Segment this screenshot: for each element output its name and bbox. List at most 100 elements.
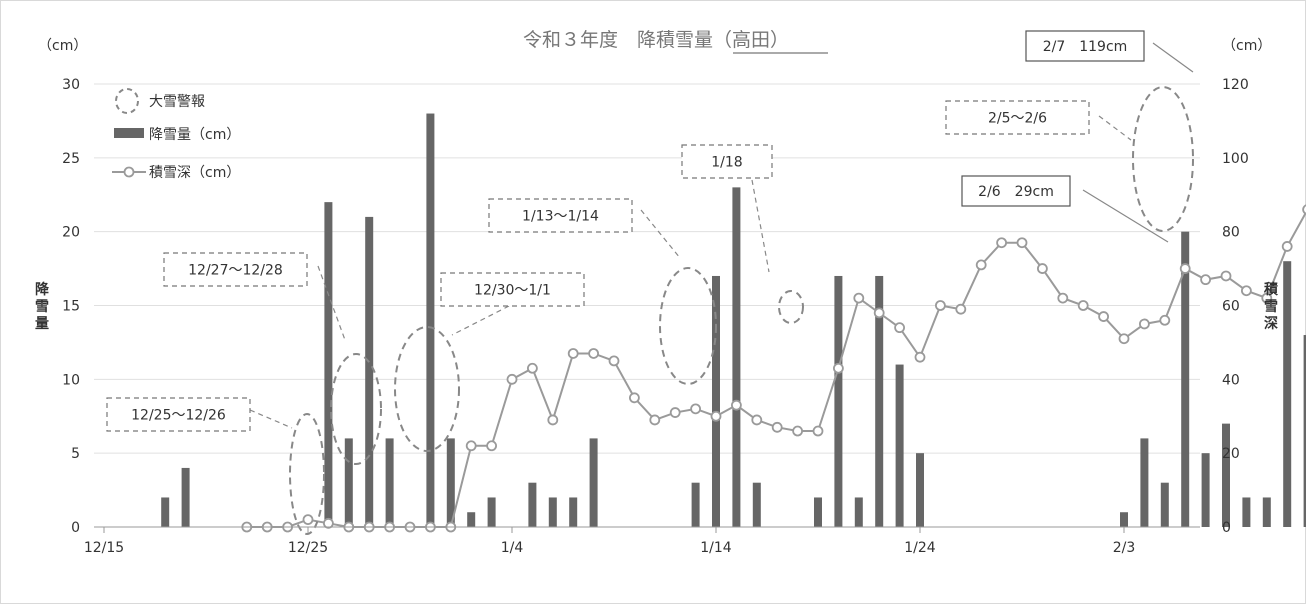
legend-warning-label: 大雪警報 (149, 94, 205, 110)
snowfall-bar (916, 453, 924, 527)
x-tick-label: 2/3 (1113, 540, 1136, 556)
snowfall-bar (1181, 231, 1190, 527)
annotation-box (106, 397, 251, 432)
snowfall-bar (426, 113, 435, 528)
snowfall-bar (569, 497, 578, 527)
snow-depth-point (588, 348, 599, 359)
x-tick-label: 1/4 (501, 540, 524, 556)
y-left-tick-label: 5 (71, 446, 80, 462)
annotation-leader (1098, 115, 1132, 141)
legend-line-marker (123, 166, 135, 178)
snow-depth-point (1098, 311, 1109, 322)
snow-depth-point (1241, 285, 1252, 297)
snow-depth-point (1179, 263, 1191, 274)
snow-depth-point (322, 517, 334, 529)
snowfall-bar (446, 438, 455, 527)
annotation-box (163, 252, 308, 287)
warning-ellipse (330, 353, 382, 465)
snowfall-bar (1222, 423, 1230, 527)
snow-depth-point (669, 407, 681, 418)
snowfall-bar (1303, 335, 1306, 527)
annotation-text: 12/25～12/26 (131, 408, 226, 424)
y-left-tick-label: 20 (62, 225, 80, 241)
y-right-tick-label: 100 (1222, 151, 1249, 167)
y-left-axis-title-char: 量 (35, 316, 49, 332)
annotation-box (1025, 30, 1145, 62)
snowfall-bar (365, 216, 374, 527)
snowfall-bar (487, 497, 496, 527)
snow-depth-point (833, 362, 844, 374)
snowfall-bar (528, 482, 537, 527)
y-left-axis-title-char: 降 (35, 281, 50, 298)
snowfall-bar (854, 497, 863, 527)
snow-depth-point (486, 440, 498, 452)
annotation-text: 1/18 (711, 155, 742, 171)
snow-depth-point (690, 403, 701, 415)
y-left-tick-label: 15 (62, 299, 80, 315)
snow-depth-point (935, 300, 946, 311)
y-right-axis-title-char: 積 (1263, 281, 1279, 298)
snowfall-bar (1120, 512, 1128, 527)
annotation-box (488, 198, 633, 233)
snow-depth-point (792, 425, 803, 437)
annotations: 12/25～12/26 12/27～12/28 12/30～1/1 1/13～1/14… (106, 30, 1194, 432)
y-right-tick-label: 60 (1222, 299, 1240, 315)
snowfall-bar (1160, 482, 1169, 527)
annotation-text: 1/13～1/14 (522, 209, 599, 225)
y-right-tick-label: 40 (1222, 372, 1240, 388)
snow-depth-point (608, 355, 620, 367)
snow-depth-point (1016, 237, 1028, 249)
snow-depth-point (996, 237, 1007, 249)
y-left-unit: （cm） (38, 38, 87, 54)
y-right-unit: （cm） (1222, 38, 1271, 54)
annotation-text: 12/27～12/28 (188, 263, 283, 279)
snow-depth-point (1261, 292, 1273, 304)
snow-depth-point (853, 292, 865, 304)
chart-title: 令和３年度 降積雪量（高田） (523, 29, 789, 51)
snow-depth-point (506, 373, 518, 385)
snow-depth-point (527, 362, 538, 374)
legend-bar-label: 降雪量（cm） (149, 127, 240, 143)
snow-depth-point (1281, 241, 1293, 252)
snowfall-bar (691, 482, 700, 527)
annotation-text: 2/7 119cm (1043, 39, 1128, 55)
snow-depth-point (955, 303, 967, 315)
snow-depth-point (710, 410, 722, 422)
snow-depth-point (751, 414, 763, 426)
warning-ellipse (659, 267, 717, 385)
y-left-tick-label: 0 (71, 520, 80, 536)
snow-depth-point (1200, 274, 1211, 286)
warning-ellipse (394, 326, 460, 452)
y-left-tick-label: 25 (62, 151, 80, 167)
annotation-box (945, 100, 1090, 135)
y-left-tick-label: 30 (62, 77, 80, 93)
y-right-tick-label: 120 (1222, 77, 1249, 93)
snow-depth-point (1302, 204, 1306, 215)
annotation-leader (1152, 42, 1194, 73)
snowfall-bar (895, 364, 904, 527)
snowfall-bar (589, 438, 598, 527)
snowfall-bar (712, 275, 720, 527)
legend-line-label: 積雪深（cm） (149, 165, 240, 181)
y-right-axis-title-char: 深 (1264, 315, 1278, 332)
snow-depth-point (731, 399, 742, 411)
gridlines (94, 83, 1200, 454)
snowfall-bar (1283, 261, 1292, 527)
annotation-text: 2/6 29cm (978, 184, 1054, 200)
axes: 0 5 10 15 20 25 30 0 20 40 60 80 100 120 12/15 12/25 1/4… (35, 77, 1279, 556)
x-tick-label: 12/15 (84, 540, 124, 556)
snow-depth-point (975, 259, 987, 271)
snow-depth-point (1057, 292, 1069, 304)
y-left-axis-title: 降雪量 (35, 281, 50, 332)
snow-depth-point (894, 322, 905, 334)
snow-depth-point (302, 514, 314, 526)
warning-ellipse (289, 413, 325, 535)
annotation-leader (249, 409, 293, 429)
snow-depth-point (873, 307, 885, 319)
snow-depth-point (629, 392, 640, 404)
snow-depth-point (567, 348, 579, 359)
annotation-box (440, 272, 585, 307)
warning-ellipse (778, 290, 804, 324)
